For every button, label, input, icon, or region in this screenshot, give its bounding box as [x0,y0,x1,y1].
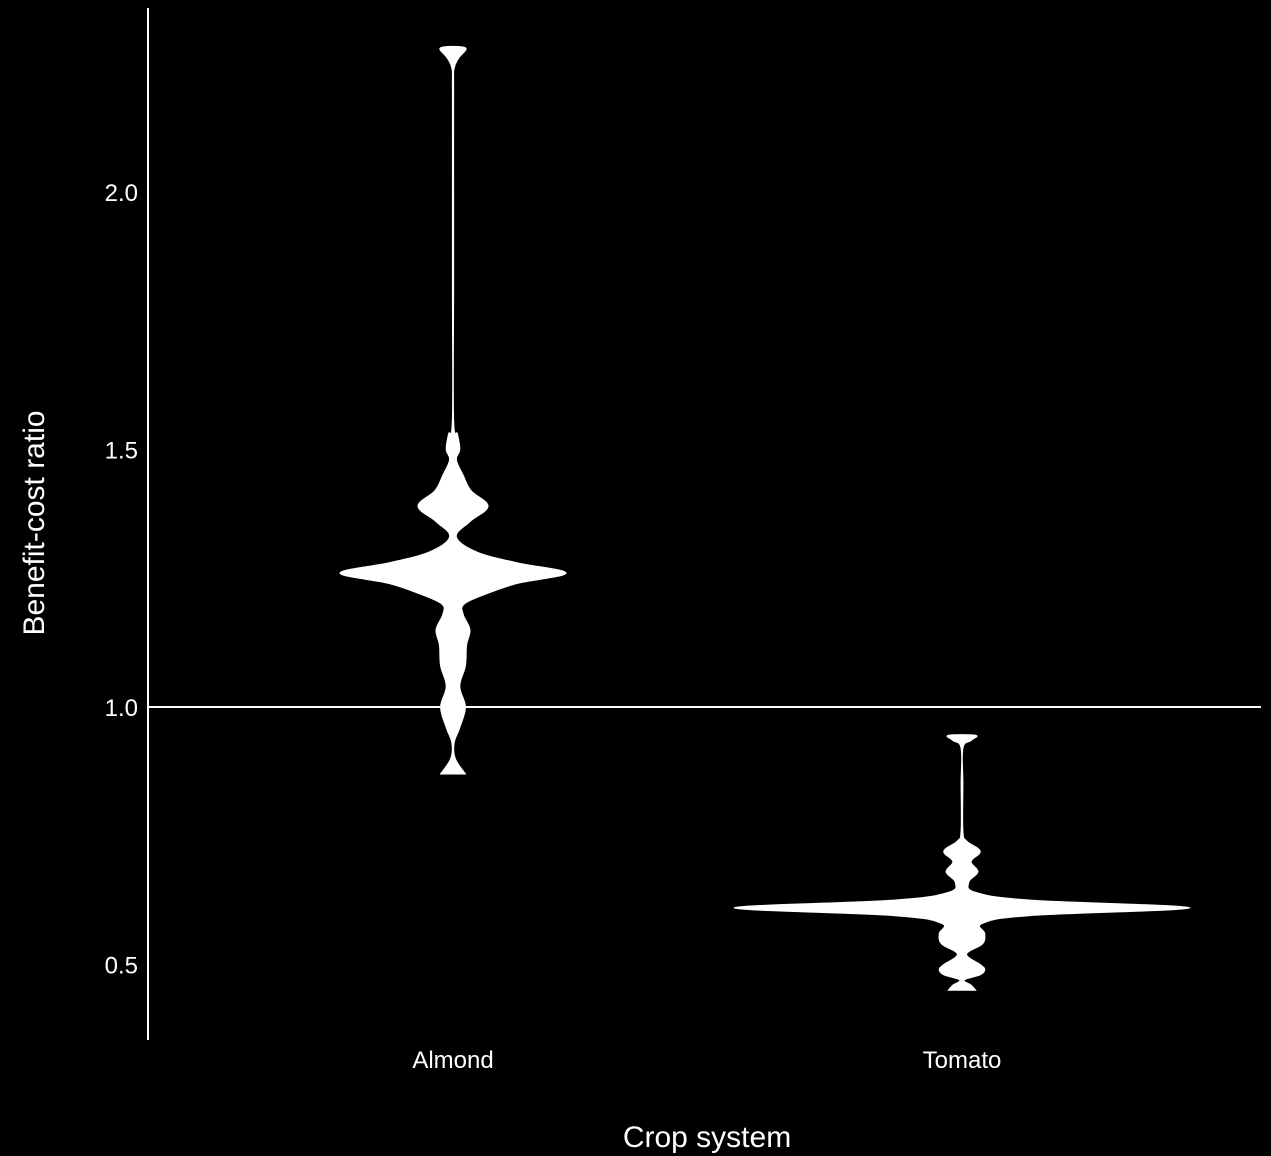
x-ticks-layer: Almond Tomato [412,1047,1001,1074]
y-tick-label: 1.0 [105,695,138,722]
y-tick-label: 1.5 [105,438,138,465]
x-axis-title: Crop system [623,1121,791,1154]
violin-almond [339,45,567,775]
y-axis-title: Benefit-cost ratio [18,410,51,635]
x-tick-label: Tomato [923,1047,1002,1074]
y-tick-label: 2.0 [105,180,138,207]
violin-tomato [733,734,1191,991]
y-tick-label: 0.5 [105,953,138,980]
y-ticks-layer: 0.5 1.0 1.5 2.0 [105,180,138,980]
x-tick-label: Almond [412,1047,493,1074]
violins-layer [339,45,1191,991]
